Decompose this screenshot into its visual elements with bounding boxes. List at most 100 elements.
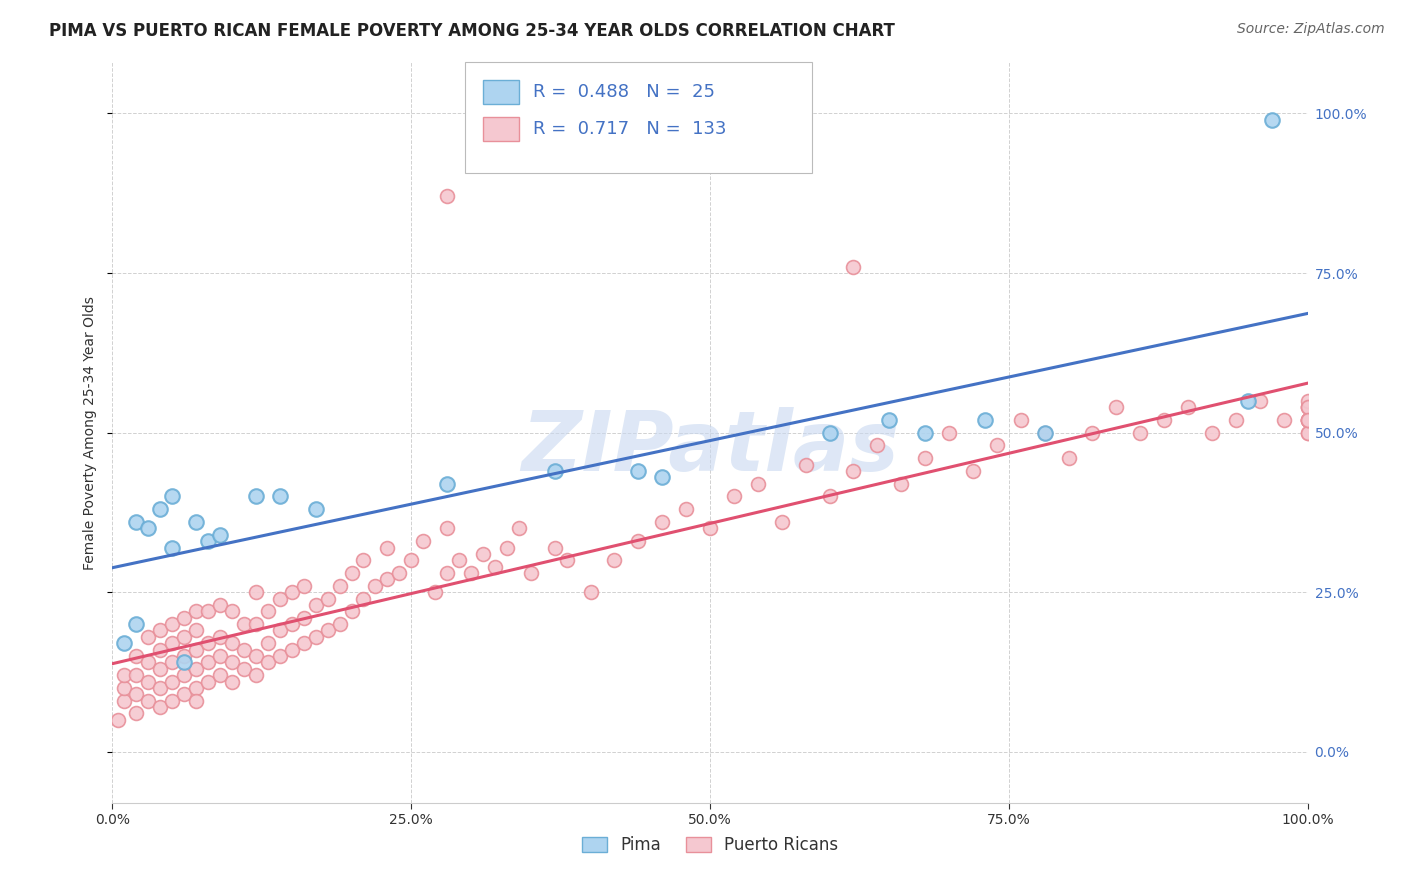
Point [245, 617, 267, 632]
Point [316, 591, 339, 606]
Point [197, 604, 219, 618]
Point [1249, 393, 1271, 408]
FancyBboxPatch shape [465, 62, 811, 173]
Point [125, 706, 148, 721]
Point [401, 553, 423, 567]
Point [352, 553, 374, 567]
Point [436, 476, 458, 491]
Point [340, 604, 363, 618]
Point [818, 425, 841, 440]
Point [149, 624, 172, 638]
Point [138, 521, 160, 535]
Point [1153, 413, 1175, 427]
Point [257, 604, 280, 618]
Point [186, 604, 208, 618]
Point [842, 260, 865, 274]
Point [107, 713, 129, 727]
Point [149, 662, 172, 676]
Text: R =  0.488   N =  25: R = 0.488 N = 25 [533, 83, 716, 101]
Text: Source: ZipAtlas.com: Source: ZipAtlas.com [1237, 22, 1385, 37]
Point [209, 527, 232, 541]
Point [125, 648, 148, 663]
Point [508, 521, 530, 535]
Point [138, 694, 160, 708]
Point [579, 585, 602, 599]
Point [138, 674, 160, 689]
Point [173, 687, 195, 701]
Point [352, 591, 374, 606]
Point [1057, 451, 1080, 466]
Point [233, 642, 256, 657]
Point [209, 668, 232, 682]
Point [1296, 393, 1319, 408]
Point [114, 636, 135, 650]
Point [1261, 112, 1284, 127]
Point [1225, 413, 1247, 427]
Point [305, 502, 328, 516]
Point [257, 636, 280, 650]
Legend: Pima, Puerto Ricans: Pima, Puerto Ricans [575, 830, 845, 861]
Point [436, 566, 458, 580]
Point [699, 521, 721, 535]
Point [1296, 425, 1319, 440]
Point [197, 656, 219, 670]
Point [114, 681, 135, 695]
Point [1296, 413, 1319, 427]
Point [1010, 413, 1032, 427]
Point [292, 579, 315, 593]
Point [245, 490, 267, 504]
Point [1296, 413, 1319, 427]
Point [209, 630, 232, 644]
Point [496, 541, 519, 555]
Point [114, 694, 135, 708]
Point [472, 547, 495, 561]
Point [233, 617, 256, 632]
Point [447, 553, 470, 567]
Point [436, 189, 458, 203]
Point [257, 656, 280, 670]
Point [425, 585, 447, 599]
Point [281, 617, 304, 632]
Point [221, 604, 243, 618]
Point [1296, 400, 1319, 414]
Point [197, 674, 219, 689]
Point [125, 515, 148, 529]
Point [627, 464, 650, 478]
Point [149, 681, 172, 695]
Point [197, 534, 219, 549]
Y-axis label: Female Poverty Among 25-34 Year Olds: Female Poverty Among 25-34 Year Olds [83, 295, 97, 570]
Point [125, 687, 148, 701]
Point [520, 566, 543, 580]
Point [1296, 413, 1319, 427]
Point [377, 573, 399, 587]
Point [114, 668, 135, 682]
Point [1033, 425, 1056, 440]
Point [233, 662, 256, 676]
Point [818, 490, 841, 504]
Point [914, 451, 936, 466]
Point [651, 515, 673, 529]
Point [938, 425, 960, 440]
Point [1296, 400, 1319, 414]
Point [173, 630, 195, 644]
Point [162, 674, 183, 689]
Point [316, 624, 339, 638]
Point [269, 591, 291, 606]
Point [914, 425, 936, 440]
Point [1296, 425, 1319, 440]
Point [186, 681, 208, 695]
Point [329, 617, 352, 632]
Point [377, 541, 399, 555]
Point [962, 464, 984, 478]
Point [1296, 413, 1319, 427]
Point [186, 642, 208, 657]
Point [245, 585, 267, 599]
Point [197, 636, 219, 650]
Point [162, 490, 183, 504]
Text: PIMA VS PUERTO RICAN FEMALE POVERTY AMONG 25-34 YEAR OLDS CORRELATION CHART: PIMA VS PUERTO RICAN FEMALE POVERTY AMON… [49, 22, 896, 40]
Point [436, 521, 458, 535]
Point [890, 476, 912, 491]
Point [245, 668, 267, 682]
Point [651, 470, 673, 484]
Point [305, 630, 328, 644]
